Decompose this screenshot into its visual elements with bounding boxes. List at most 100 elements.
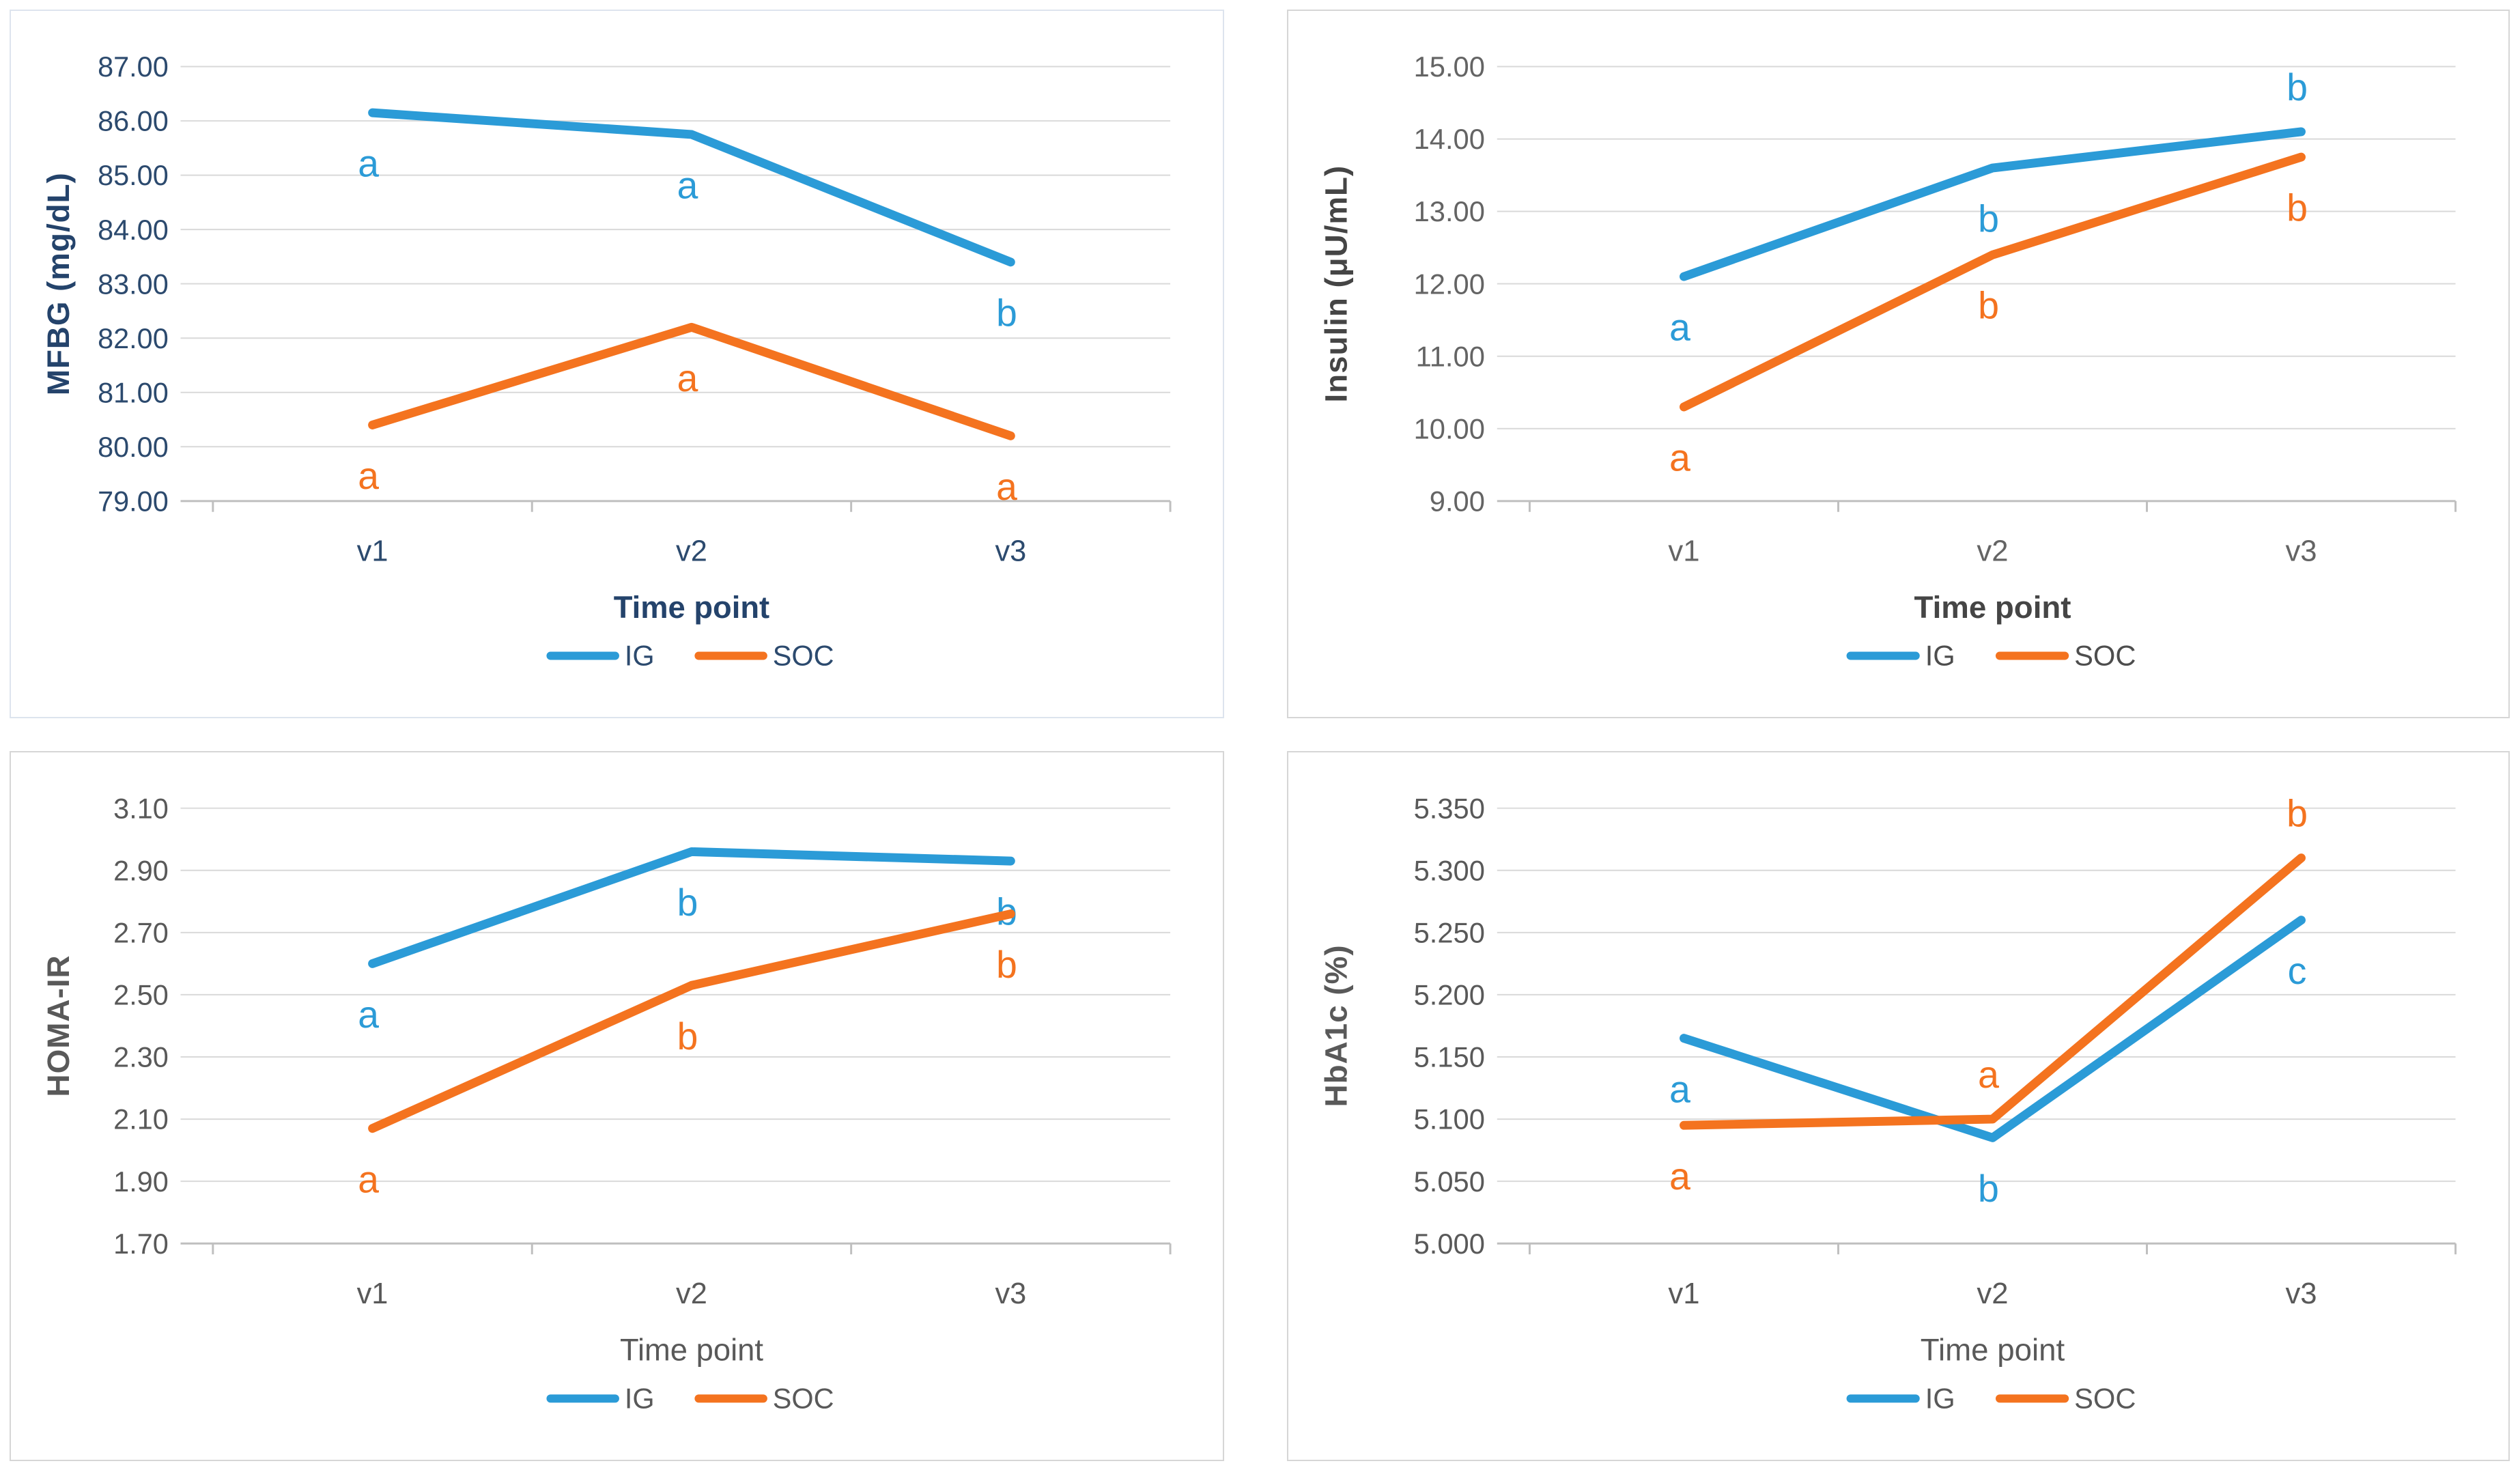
line-chart-insulin: 15.00 14.00 13.00 12.00 11.00 10.00 9.00 v1 v2 v3… [1318,51,2457,671]
y-tick-label: 85.00 [98,159,169,191]
y-tick-label: 2.70 [113,916,169,948]
point-significance-label: b [996,292,1017,334]
y-tick-label: 5.250 [1414,916,1485,948]
series-line-ig [1679,127,2306,281]
y-axis-title: Insulin (μU/mL) [1318,165,1353,403]
y-tick-label: 15.00 [1414,51,1485,83]
y-axis-title: MFBG (mg/dL) [41,172,76,395]
x-category-label: v2 [676,1277,707,1310]
x-axis-title: Time point [1914,590,2071,625]
x-category-label: v1 [1668,534,1699,567]
x-category-label: v3 [995,535,1026,567]
point-significance-label: b [996,944,1017,986]
x-category-label: v1 [357,535,388,567]
line-chart-mfbg: 87.00 86.00 85.00 84.00 83.00 82.00 81.00 80.00… [41,51,1172,671]
point-significance-label: b [1978,1168,1999,1210]
y-tick-label: 9.00 [1430,485,1485,517]
x-category-label: v3 [995,1277,1026,1310]
legend-label-ig: IG [625,639,655,671]
y-tick-label: 79.00 [98,485,169,517]
y-axis-title: HbA1c (%) [1318,944,1353,1107]
y-tick-label: 11.00 [1416,340,1485,372]
chart-panel-insulin: 15.00 14.00 13.00 12.00 11.00 10.00 9.00 v1 v2 v3… [1287,10,2510,718]
y-tick-label: 14.00 [1414,123,1485,155]
series-line-soc [368,909,1015,1133]
series-line-soc [1679,853,2306,1130]
y-tick-label: 87.00 [98,51,169,83]
x-category-label: v1 [357,1277,388,1310]
line-chart-homa-ir: 3.10 2.90 2.70 2.50 2.30 2.10 1.90 1.70 v1 v2 v3 Ti… [41,792,1172,1414]
point-significance-label: b [1978,197,1999,240]
y-tick-label: 2.90 [113,854,169,886]
legend-label-ig: IG [1925,639,1955,671]
series-line-soc [1679,152,2306,412]
point-significance-label: b [677,1015,698,1058]
y-tick-label: 5.300 [1414,854,1485,886]
x-category-label: v3 [2285,534,2317,567]
series-line-soc [368,322,1015,440]
y-tick-label: 5.200 [1414,978,1485,1010]
y-tick-label: 2.30 [113,1041,169,1073]
point-significance-label: a [358,142,379,184]
legend-label-soc: SOC [773,1382,834,1414]
y-tick-label: 5.000 [1414,1228,1485,1260]
y-tick-label: 12.00 [1414,268,1485,300]
x-category-label: v1 [1668,1277,1699,1310]
point-significance-label: b [2287,187,2308,229]
y-tick-label: 80.00 [98,431,169,463]
point-significance-label: a [358,455,379,497]
y-axis-title: HOMA-IR [41,955,76,1097]
point-significance-label: a [1669,436,1690,479]
y-tick-label: 81.00 [98,376,169,408]
x-category-label: v2 [676,535,707,567]
point-significance-label: a [1669,1155,1690,1198]
y-tick-label: 2.50 [113,978,169,1010]
y-tick-label: 84.00 [98,214,169,246]
point-significance-label: b [677,881,698,924]
line-chart-hba1c: 5.350 5.300 5.250 5.200 5.150 5.100 5.050 5.000… [1318,792,2457,1414]
y-tick-label: 5.150 [1414,1041,1485,1073]
chart-panel-homa-ir: 3.10 2.90 2.70 2.50 2.30 2.10 1.90 1.70 v1 v2 v3 Ti… [10,751,1224,1461]
point-significance-label: a [1978,1054,1999,1096]
y-tick-label: 3.10 [113,792,169,824]
series-line-ig [368,108,1015,267]
series-line-ig [368,847,1015,968]
point-significance-label: a [358,993,379,1036]
point-significance-label: a [677,164,698,206]
chart-panel-mfbg: 87.00 86.00 85.00 84.00 83.00 82.00 81.00 80.00… [10,10,1224,718]
legend-label-ig: IG [625,1382,655,1414]
legend-label-soc: SOC [2074,639,2136,671]
x-category-label: v3 [2285,1277,2317,1310]
y-tick-label: 2.10 [113,1103,169,1135]
point-significance-label: a [1669,1068,1690,1110]
y-tick-label: 5.100 [1414,1103,1485,1135]
y-tick-label: 1.90 [113,1165,169,1198]
chart-panel-hba1c: 5.350 5.300 5.250 5.200 5.150 5.100 5.050 5.000… [1287,751,2510,1461]
point-significance-label: b [2287,793,2308,835]
legend-label-soc: SOC [773,639,834,671]
y-tick-label: 86.00 [98,105,169,137]
y-tick-label: 10.00 [1414,412,1485,444]
point-significance-label: a [677,357,698,399]
y-tick-label: 13.00 [1414,195,1485,227]
x-category-label: v2 [1977,534,2008,567]
point-significance-label: a [996,466,1017,508]
point-significance-label: b [1978,285,1999,327]
x-axis-title: Time point [614,590,769,625]
point-significance-label: a [358,1158,379,1200]
point-significance-label: a [1669,306,1690,348]
x-category-label: v2 [1977,1277,2008,1310]
y-tick-label: 5.350 [1414,792,1485,824]
legend-label-soc: SOC [2074,1382,2136,1414]
series-line-ig [1679,916,2306,1142]
point-significance-label: c [2288,950,2307,992]
y-tick-label: 82.00 [98,322,169,354]
x-axis-title: Time point [1921,1332,2065,1367]
y-tick-label: 83.00 [98,268,169,300]
point-significance-label: b [2287,66,2308,109]
x-axis-title: Time point [620,1332,763,1367]
y-tick-label: 5.050 [1414,1165,1485,1198]
legend-label-ig: IG [1925,1382,1955,1414]
y-tick-label: 1.70 [113,1228,169,1260]
